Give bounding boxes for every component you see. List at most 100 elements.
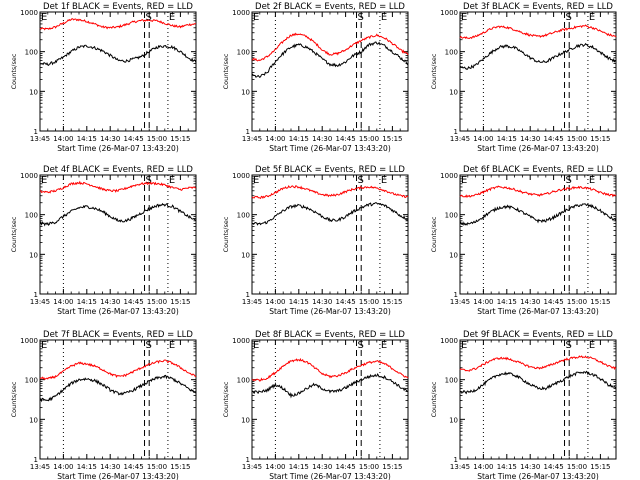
x-axis-label: Start Time (26-Mar-07 13:43:20) (57, 307, 179, 316)
y-tick-label: 10 (29, 251, 38, 259)
x-tick-label: 14:00 (265, 463, 285, 471)
x-tick-label: 14:15 (77, 463, 97, 471)
y-tick-label: 10 (29, 416, 38, 424)
plot-frame (251, 339, 409, 460)
marker-label-e: E (461, 175, 467, 186)
y-tick-label: 100 (445, 212, 458, 220)
y-tick-label: 100 (237, 377, 250, 385)
events-series-line (251, 202, 409, 226)
panel-title: Det 1f BLACK = Events, RED = LLD (43, 2, 193, 12)
x-tick-label: 15:00 (359, 298, 379, 306)
y-tick-label: 10 (449, 251, 458, 259)
x-tick-label: 15:00 (567, 298, 587, 306)
x-axis-label: Start Time (26-Mar-07 13:43:20) (57, 144, 179, 153)
panel-2: Det 2f BLACK = Events, RED = LLD 1 10 100 10… (222, 2, 409, 153)
x-tick-label: 15:15 (382, 135, 402, 143)
y-tick-label: 1000 (20, 172, 38, 180)
x-tick-label: 13:45 (450, 135, 470, 143)
x-tick-label: 14:00 (473, 463, 493, 471)
x-tick-label: 14:45 (336, 298, 356, 306)
x-tick-label: 15:00 (359, 463, 379, 471)
panel-1: Det 1f BLACK = Events, RED = LLD 1 10 100 10… (10, 2, 197, 153)
y-axis-label: Counts/sec (222, 53, 230, 89)
panel-9: Det 9f BLACK = Events, RED = LLD 1 10 100 10… (430, 330, 617, 480)
x-tick-label: 15:15 (590, 298, 610, 306)
panel-title: Det 2f BLACK = Events, RED = LLD (255, 2, 405, 12)
panel-title: Det 3f BLACK = Events, RED = LLD (463, 2, 613, 12)
panel-6: Det 6f BLACK = Events, RED = LLD 1 10 100 10… (430, 165, 617, 316)
y-tick-label: 10 (241, 251, 250, 259)
y-tick-label: 1 (454, 456, 458, 464)
marker-label-e: E (253, 340, 259, 351)
y-tick-label: 1000 (20, 9, 38, 17)
x-tick-label: 14:45 (124, 135, 144, 143)
marker-label-e: E (253, 175, 259, 186)
y-tick-label: 10 (241, 88, 250, 96)
marker-label-e: E (41, 340, 47, 351)
x-tick-label: 14:45 (124, 463, 144, 471)
x-tick-label: 14:15 (289, 135, 309, 143)
marker-label-s: S (566, 12, 572, 23)
x-tick-label: 14:15 (77, 135, 97, 143)
marker-label-e: E (381, 12, 387, 23)
x-tick-label: 15:15 (590, 135, 610, 143)
y-tick-label: 1000 (440, 172, 458, 180)
events-series-line (459, 203, 617, 227)
lld-series-line (39, 180, 197, 194)
y-tick-label: 1 (34, 291, 38, 299)
x-tick-label: 14:00 (265, 135, 285, 143)
y-axis-label: Counts/sec (10, 53, 18, 89)
x-tick-label: 14:30 (100, 298, 120, 306)
y-tick-label: 100 (445, 49, 458, 57)
y-tick-label: 1 (34, 128, 38, 136)
y-tick-label: 100 (25, 212, 38, 220)
events-series-line (459, 370, 617, 395)
x-tick-label: 15:00 (147, 298, 167, 306)
x-tick-label: 14:15 (497, 298, 517, 306)
x-tick-label: 15:15 (382, 298, 402, 306)
marker-label-s: S (566, 175, 572, 186)
y-axis-label: Counts/sec (430, 216, 438, 252)
marker-label-e: E (41, 175, 47, 186)
events-series-line (459, 42, 617, 71)
lld-series-line (39, 359, 197, 381)
panel-title: Det 9f BLACK = Events, RED = LLD (463, 330, 613, 340)
y-axis-label: Counts/sec (430, 381, 438, 417)
x-tick-label: 13:45 (30, 463, 50, 471)
panel-5: Det 5f BLACK = Events, RED = LLD 1 10 100 10… (222, 165, 409, 316)
lld-series-line (459, 24, 617, 40)
x-tick-label: 14:15 (77, 298, 97, 306)
marker-label-e: E (169, 175, 175, 186)
plot-frame (39, 11, 197, 132)
x-tick-label: 14:30 (100, 135, 120, 143)
x-tick-label: 15:15 (170, 298, 190, 306)
y-tick-label: 10 (449, 88, 458, 96)
lld-series-line (39, 18, 197, 31)
y-tick-label: 1 (454, 128, 458, 136)
y-tick-label: 100 (25, 377, 38, 385)
panel-7: Det 7f BLACK = Events, RED = LLD 1 10 100 10… (10, 330, 197, 480)
marker-label-s: S (358, 340, 364, 351)
marker-label-e: E (381, 340, 387, 351)
x-tick-label: 15:00 (567, 463, 587, 471)
x-tick-label: 15:00 (567, 135, 587, 143)
panel-title: Det 6f BLACK = Events, RED = LLD (463, 165, 613, 175)
x-tick-label: 14:30 (100, 463, 120, 471)
panel-title: Det 8f BLACK = Events, RED = LLD (255, 330, 405, 340)
x-tick-label: 14:00 (473, 135, 493, 143)
marker-label-e: E (589, 12, 595, 23)
x-tick-label: 15:15 (170, 135, 190, 143)
y-tick-label: 1000 (440, 337, 458, 345)
y-tick-label: 1 (454, 291, 458, 299)
events-series-line (251, 41, 409, 78)
x-tick-label: 13:45 (242, 135, 262, 143)
x-tick-label: 14:45 (544, 463, 564, 471)
events-series-line (39, 374, 197, 403)
x-axis-label: Start Time (26-Mar-07 13:43:20) (477, 144, 599, 153)
y-axis-label: Counts/sec (430, 53, 438, 89)
plot-frame (459, 11, 617, 132)
y-axis-label: Counts/sec (222, 216, 230, 252)
x-tick-label: 13:45 (242, 463, 262, 471)
panel-4: Det 4f BLACK = Events, RED = LLD 1 10 100 10… (10, 165, 197, 316)
y-tick-label: 1 (246, 291, 250, 299)
